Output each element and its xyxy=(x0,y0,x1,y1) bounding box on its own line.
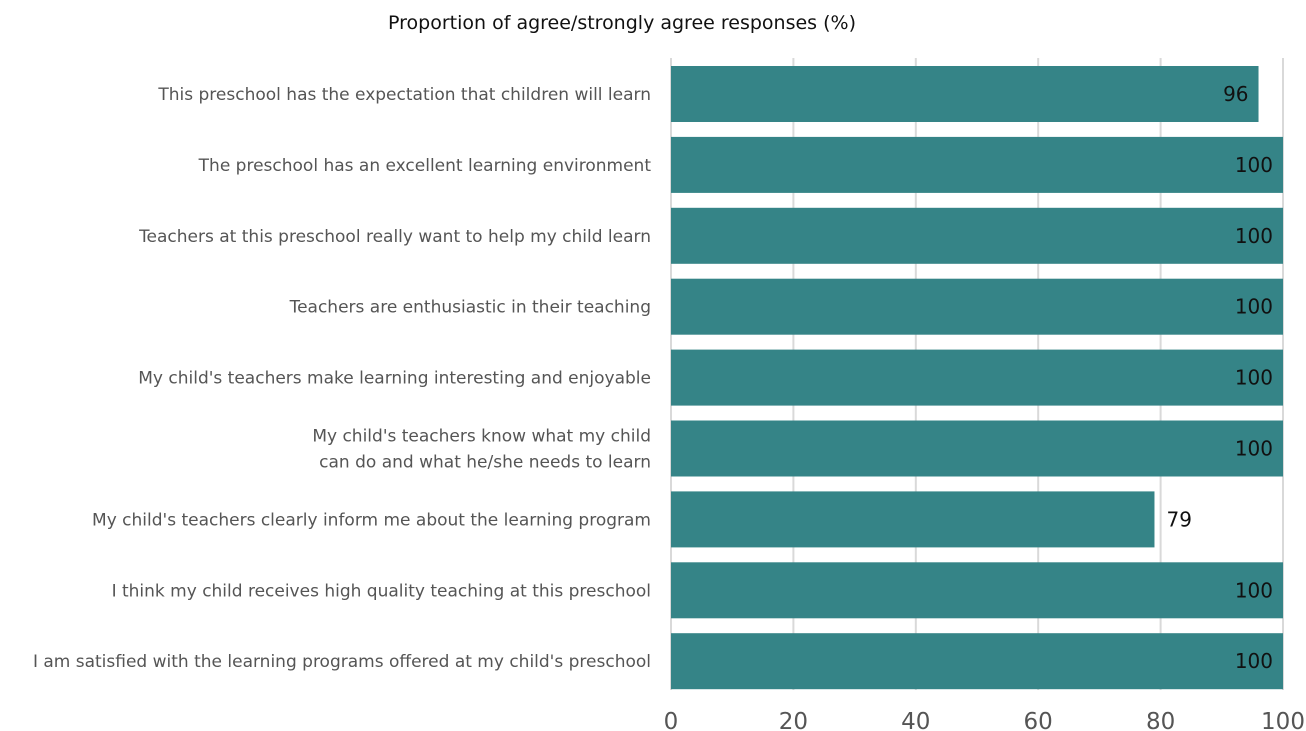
bar-value-label: 100 xyxy=(1235,578,1273,602)
category-label: The preschool has an excellent learning … xyxy=(198,156,652,176)
bar xyxy=(671,66,1259,122)
bar-value-label: 96 xyxy=(1223,82,1248,106)
category-labels: This preschool has the expectation that … xyxy=(33,85,651,672)
bar-value-label: 100 xyxy=(1235,295,1273,319)
bar xyxy=(671,420,1283,477)
bar-value-label: 100 xyxy=(1235,366,1273,390)
bar xyxy=(671,562,1283,619)
x-tick-label: 40 xyxy=(901,709,930,731)
bar xyxy=(671,633,1283,690)
bar xyxy=(671,136,1283,193)
category-label: This preschool has the expectation that … xyxy=(157,85,651,105)
category-label: can do and what he/she needs to learn xyxy=(319,453,651,473)
bar xyxy=(671,207,1283,264)
bar-value-label: 100 xyxy=(1235,437,1273,461)
bar xyxy=(671,349,1283,406)
bar xyxy=(671,491,1155,548)
x-tick-label: 60 xyxy=(1024,709,1053,731)
category-label: I think my child receives high quality t… xyxy=(112,581,651,601)
category-label: Teachers at this preschool really want t… xyxy=(138,227,651,247)
bars: 96 100 100 100 100 100 79 100 100 xyxy=(671,66,1283,690)
category-label: My child's teachers know what my child xyxy=(312,427,651,447)
bar xyxy=(671,278,1283,335)
category-label: Teachers are enthusiastic in their teach… xyxy=(289,298,651,318)
category-label: I am satisfied with the learning program… xyxy=(33,652,651,672)
bar-value-label: 100 xyxy=(1235,224,1273,248)
x-tick-label: 20 xyxy=(779,709,808,731)
x-axis-ticks: 0 20 40 60 80 100 xyxy=(664,709,1305,731)
bar-value-label: 100 xyxy=(1235,649,1273,673)
x-tick-label: 80 xyxy=(1146,709,1175,731)
bar-value-label: 100 xyxy=(1235,153,1273,177)
bar-value-label: 79 xyxy=(1166,507,1191,531)
chart-title: Proportion of agree/strongly agree respo… xyxy=(388,12,856,34)
x-tick-label: 100 xyxy=(1261,709,1305,731)
category-label: My child's teachers clearly inform me ab… xyxy=(92,510,651,530)
category-label: My child's teachers make learning intere… xyxy=(138,369,651,389)
x-tick-label: 0 xyxy=(664,709,679,731)
